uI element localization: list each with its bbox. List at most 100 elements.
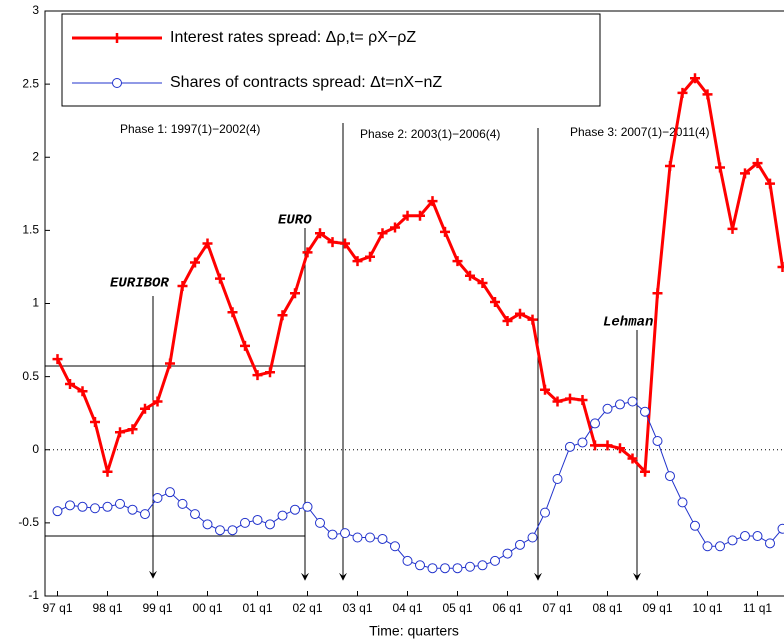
legend-marker — [112, 78, 122, 88]
marker — [552, 474, 563, 484]
marker — [302, 501, 313, 512]
marker — [127, 504, 138, 515]
marker — [502, 316, 513, 327]
x-axis-label: Time: quarters — [369, 623, 459, 639]
marker — [515, 539, 525, 550]
marker — [527, 314, 538, 325]
marker — [302, 247, 313, 258]
marker — [352, 532, 363, 543]
marker — [702, 89, 713, 100]
marker — [240, 517, 250, 528]
marker — [115, 498, 125, 509]
marker — [340, 528, 350, 539]
marker — [777, 523, 784, 534]
annotation: Lehman — [603, 315, 653, 331]
marker — [152, 493, 163, 504]
marker — [727, 223, 738, 234]
x-tick-label: 10 q1 — [692, 601, 722, 615]
legend-box — [61, 13, 601, 107]
marker — [515, 308, 525, 319]
marker — [552, 396, 563, 407]
y-tick-label: 2.5 — [22, 76, 39, 90]
marker — [690, 520, 700, 531]
marker — [377, 533, 388, 544]
marker — [777, 261, 784, 272]
marker — [240, 340, 250, 351]
marker — [565, 441, 575, 452]
y-tick-label: 0.5 — [22, 369, 39, 383]
marker — [415, 210, 425, 221]
marker — [227, 307, 238, 318]
marker — [102, 466, 113, 477]
marker — [152, 396, 163, 407]
marker — [740, 531, 750, 542]
marker — [390, 222, 400, 233]
legend-label: Interest rates spread: Δρ,t= ρX−ρZ — [170, 29, 416, 46]
marker — [377, 228, 388, 239]
marker — [715, 541, 725, 552]
x-tick-label: 97 q1 — [42, 601, 72, 615]
marker — [427, 563, 438, 574]
marker — [527, 532, 538, 543]
marker — [652, 288, 663, 299]
x-tick-label: 09 q1 — [642, 601, 672, 615]
marker — [190, 509, 200, 520]
marker — [77, 501, 88, 512]
annotation: Phase 2: 2003(1)−2006(4) — [360, 127, 500, 141]
marker — [165, 358, 175, 369]
marker — [602, 403, 613, 414]
marker — [415, 560, 425, 571]
y-tick-label: -1 — [28, 588, 39, 602]
y-tick-label: 0 — [32, 442, 39, 456]
marker — [165, 487, 175, 498]
marker — [190, 257, 200, 268]
marker — [315, 517, 325, 528]
marker — [227, 525, 238, 536]
marker — [640, 466, 650, 477]
x-tick-label: 03 q1 — [342, 601, 372, 615]
x-tick-label: 00 q1 — [192, 601, 222, 615]
marker — [590, 418, 600, 429]
marker — [627, 396, 638, 407]
marker — [565, 393, 575, 404]
marker — [740, 168, 750, 179]
marker — [615, 399, 625, 410]
marker — [52, 354, 63, 365]
marker — [365, 251, 375, 262]
marker — [365, 532, 375, 543]
marker — [627, 453, 638, 464]
marker — [177, 498, 188, 509]
marker — [127, 424, 138, 435]
marker — [577, 437, 588, 448]
marker — [90, 416, 100, 427]
marker — [65, 378, 75, 389]
x-tick-label: 04 q1 — [392, 601, 422, 615]
legend-marker — [112, 33, 122, 43]
marker — [265, 367, 275, 378]
marker — [140, 403, 150, 414]
marker — [402, 555, 413, 566]
marker — [640, 406, 650, 417]
marker — [177, 280, 188, 291]
marker — [677, 87, 688, 98]
marker — [440, 226, 450, 237]
y-tick-label: 2 — [32, 149, 39, 163]
marker — [77, 386, 88, 397]
annotation: EURO — [278, 213, 312, 229]
x-tick-label: 07 q1 — [542, 601, 572, 615]
marker — [252, 370, 263, 381]
marker — [477, 560, 488, 571]
x-tick-label: 02 q1 — [292, 601, 322, 615]
x-tick-label: 11 q1 — [743, 601, 772, 615]
marker — [690, 73, 700, 84]
y-tick-label: -0.5 — [18, 515, 39, 529]
marker — [477, 278, 488, 289]
marker — [452, 563, 463, 574]
marker — [665, 161, 675, 172]
marker — [402, 210, 413, 221]
y-tick-label: 3 — [32, 3, 39, 17]
annotation: Phase 1: 1997(1)−2002(4) — [120, 122, 260, 136]
y-tick-label: 1 — [32, 296, 39, 310]
marker — [752, 158, 763, 169]
x-tick-label: 99 q1 — [142, 601, 172, 615]
